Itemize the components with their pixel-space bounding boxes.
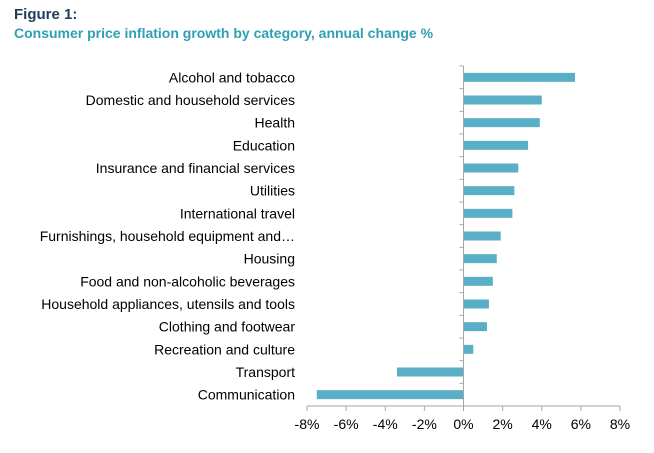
x-tick-label: -2% [412,416,437,432]
category-label: Insurance and financial services [96,160,295,176]
category-label: Housing [244,251,295,267]
bar-5 [463,186,515,196]
category-label: Domestic and household services [86,92,295,108]
bar-3 [463,140,529,150]
category-labels-group: Alcohol and tobacco Domestic and househol… [40,69,296,402]
category-label: Health [255,115,295,131]
bar-1 [463,95,542,105]
bar-7 [463,231,501,241]
bar-12 [463,344,474,354]
tick-labels-group: -8% -6% -4% -2% 0% 2% 4% 6% 8% [295,416,631,432]
x-tick-label: 2% [493,416,513,432]
category-label: Education [233,137,295,153]
x-tick-label: 8% [610,416,630,432]
bar-11 [463,322,487,332]
bar-6 [463,208,513,218]
figure-label: Figure 1: [14,6,78,23]
category-label: Alcohol and tobacco [169,69,295,85]
bar-4 [463,163,519,173]
bar-9 [463,276,493,286]
category-label: Transport [236,364,296,380]
category-label: Utilities [250,183,295,199]
x-tick-label: -4% [373,416,398,432]
bar-2 [463,118,540,128]
category-label: International travel [180,205,295,221]
category-label: Clothing and footwear [159,319,296,335]
bar-8 [463,254,497,264]
axes-group [306,65,621,411]
figure-title: Consumer price inflation growth by categ… [14,25,434,41]
bar-13 [396,367,464,377]
category-label: Furnishings, household equipment and… [40,228,295,244]
x-tick-label: 6% [571,416,591,432]
x-tick-label: 4% [532,416,552,432]
category-label: Household appliances, utensils and tools [41,296,295,312]
x-tick-label: -6% [334,416,359,432]
bar-14 [316,390,464,400]
category-label: Recreation and culture [154,341,295,357]
bar-0 [463,72,576,82]
category-label: Communication [198,387,295,403]
bars-group [316,72,576,400]
x-tick-label: 0% [453,416,473,432]
category-label: Food and non-alcoholic beverages [80,273,295,289]
x-tick-label: -8% [295,416,320,432]
bar-10 [463,299,489,309]
